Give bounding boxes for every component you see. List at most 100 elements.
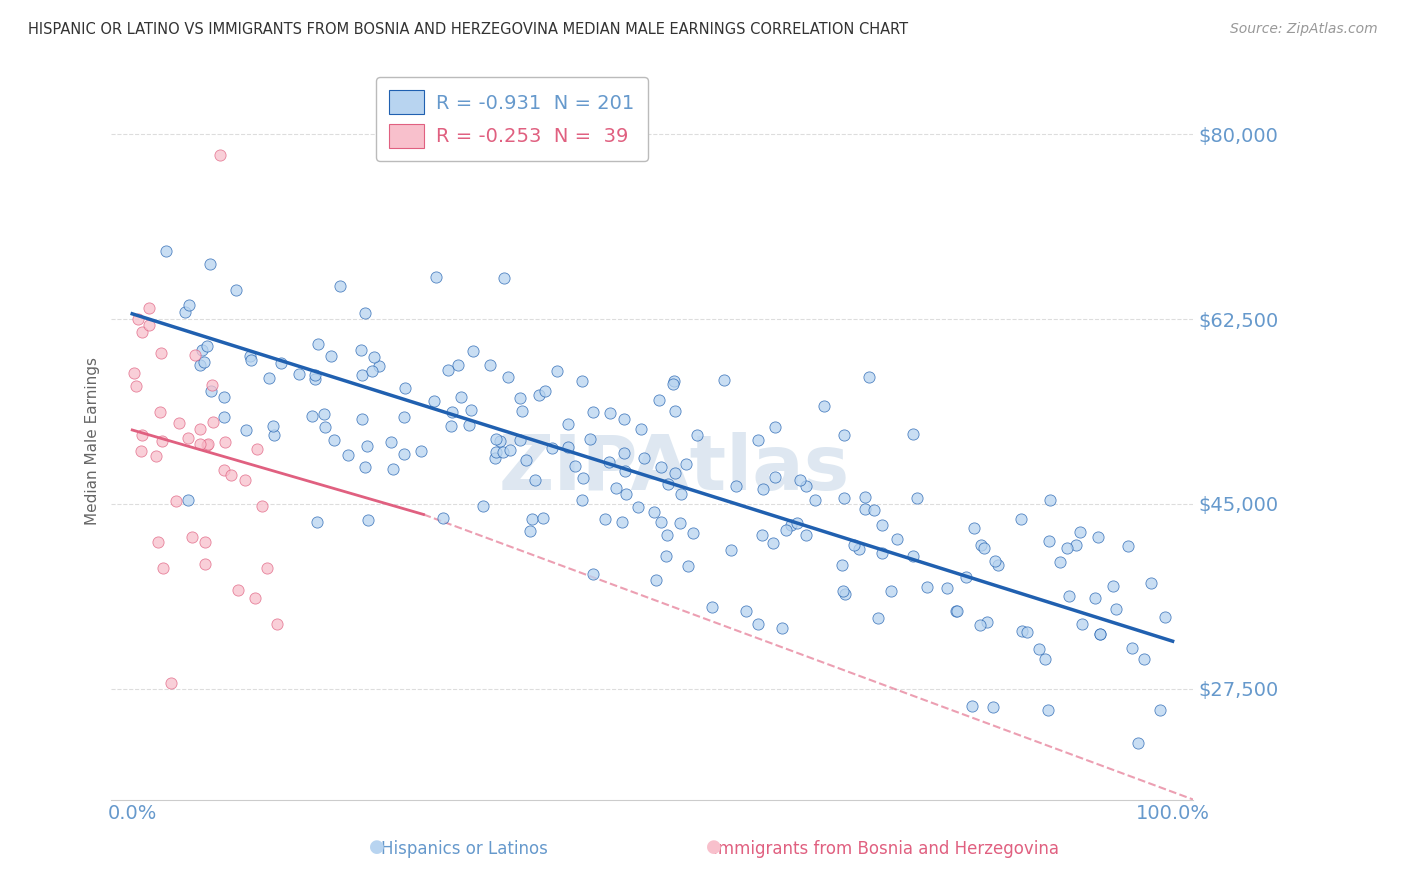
Point xyxy=(813,399,835,413)
Point xyxy=(208,147,231,161)
Point xyxy=(195,339,218,353)
Point xyxy=(669,516,692,531)
Legend: R = -0.931  N = 201, R = -0.253  N =  39: R = -0.931 N = 201, R = -0.253 N = 39 xyxy=(375,77,648,161)
Point xyxy=(305,515,328,529)
Point xyxy=(1069,524,1091,539)
Point xyxy=(987,558,1010,572)
Point xyxy=(354,460,377,475)
Point xyxy=(350,343,373,358)
Point xyxy=(531,511,554,525)
Point xyxy=(1071,617,1094,632)
Point xyxy=(145,449,167,463)
Point xyxy=(149,404,172,418)
Point xyxy=(515,453,537,467)
Point xyxy=(322,434,344,448)
Point xyxy=(657,528,679,542)
Point xyxy=(794,479,817,493)
Point xyxy=(747,434,769,448)
Point xyxy=(193,534,215,549)
Point xyxy=(489,434,512,448)
Point xyxy=(564,458,586,473)
Point xyxy=(1017,624,1039,639)
Point xyxy=(1056,541,1078,555)
Point xyxy=(669,487,692,501)
Point xyxy=(848,542,870,557)
Point xyxy=(239,349,262,363)
Point xyxy=(138,318,160,332)
Point xyxy=(212,463,235,477)
Point xyxy=(662,374,685,388)
Point xyxy=(314,407,336,421)
Point xyxy=(831,583,853,598)
Point xyxy=(1064,538,1087,552)
Point xyxy=(214,390,236,404)
Point xyxy=(662,376,685,391)
Point xyxy=(763,469,786,483)
Point xyxy=(955,570,977,584)
Point xyxy=(775,523,797,537)
Point xyxy=(657,477,679,491)
Point xyxy=(1128,736,1150,750)
Point xyxy=(960,698,983,713)
Point xyxy=(1121,640,1143,655)
Point xyxy=(858,370,880,384)
Point xyxy=(152,561,174,575)
Point xyxy=(520,512,543,526)
Point xyxy=(614,487,637,501)
Point xyxy=(789,473,811,487)
Point xyxy=(367,359,389,374)
Point xyxy=(870,546,893,560)
Point xyxy=(350,368,373,383)
Point xyxy=(976,615,998,630)
Point xyxy=(863,502,886,516)
Point xyxy=(853,502,876,516)
Point xyxy=(240,353,263,368)
Point xyxy=(270,356,292,370)
Point xyxy=(598,455,620,469)
Point xyxy=(593,512,616,526)
Point xyxy=(917,580,939,594)
Point xyxy=(599,406,621,420)
Point xyxy=(572,471,595,485)
Point xyxy=(197,437,219,451)
Point xyxy=(1038,534,1060,549)
Point xyxy=(751,527,773,541)
Point xyxy=(184,349,207,363)
Point xyxy=(363,350,385,364)
Point xyxy=(527,387,550,401)
Point xyxy=(700,600,723,615)
Point xyxy=(633,450,655,465)
Point xyxy=(605,481,627,495)
Point xyxy=(655,549,678,563)
Point xyxy=(1102,579,1125,593)
Point xyxy=(423,393,446,408)
Point xyxy=(935,581,957,595)
Text: Hispanics or Latinos: Hispanics or Latinos xyxy=(381,840,547,858)
Point xyxy=(613,412,636,426)
Point xyxy=(200,257,222,271)
Point xyxy=(763,420,786,434)
Point xyxy=(181,530,204,544)
Point xyxy=(582,405,605,419)
Point xyxy=(409,444,432,458)
Point xyxy=(1132,652,1154,666)
Point xyxy=(675,457,697,471)
Point xyxy=(1028,641,1050,656)
Point xyxy=(963,521,986,535)
Point xyxy=(125,379,148,393)
Point xyxy=(131,428,153,442)
Point xyxy=(1049,555,1071,569)
Point xyxy=(524,473,547,487)
Point xyxy=(627,500,650,515)
Point xyxy=(266,617,288,632)
Point xyxy=(394,381,416,395)
Point xyxy=(245,591,267,606)
Point xyxy=(546,364,568,378)
Point xyxy=(188,358,211,372)
Point xyxy=(720,543,742,558)
Point xyxy=(984,554,1007,568)
Point xyxy=(214,435,236,450)
Point xyxy=(1033,652,1056,666)
Point xyxy=(494,270,516,285)
Point xyxy=(519,524,541,538)
